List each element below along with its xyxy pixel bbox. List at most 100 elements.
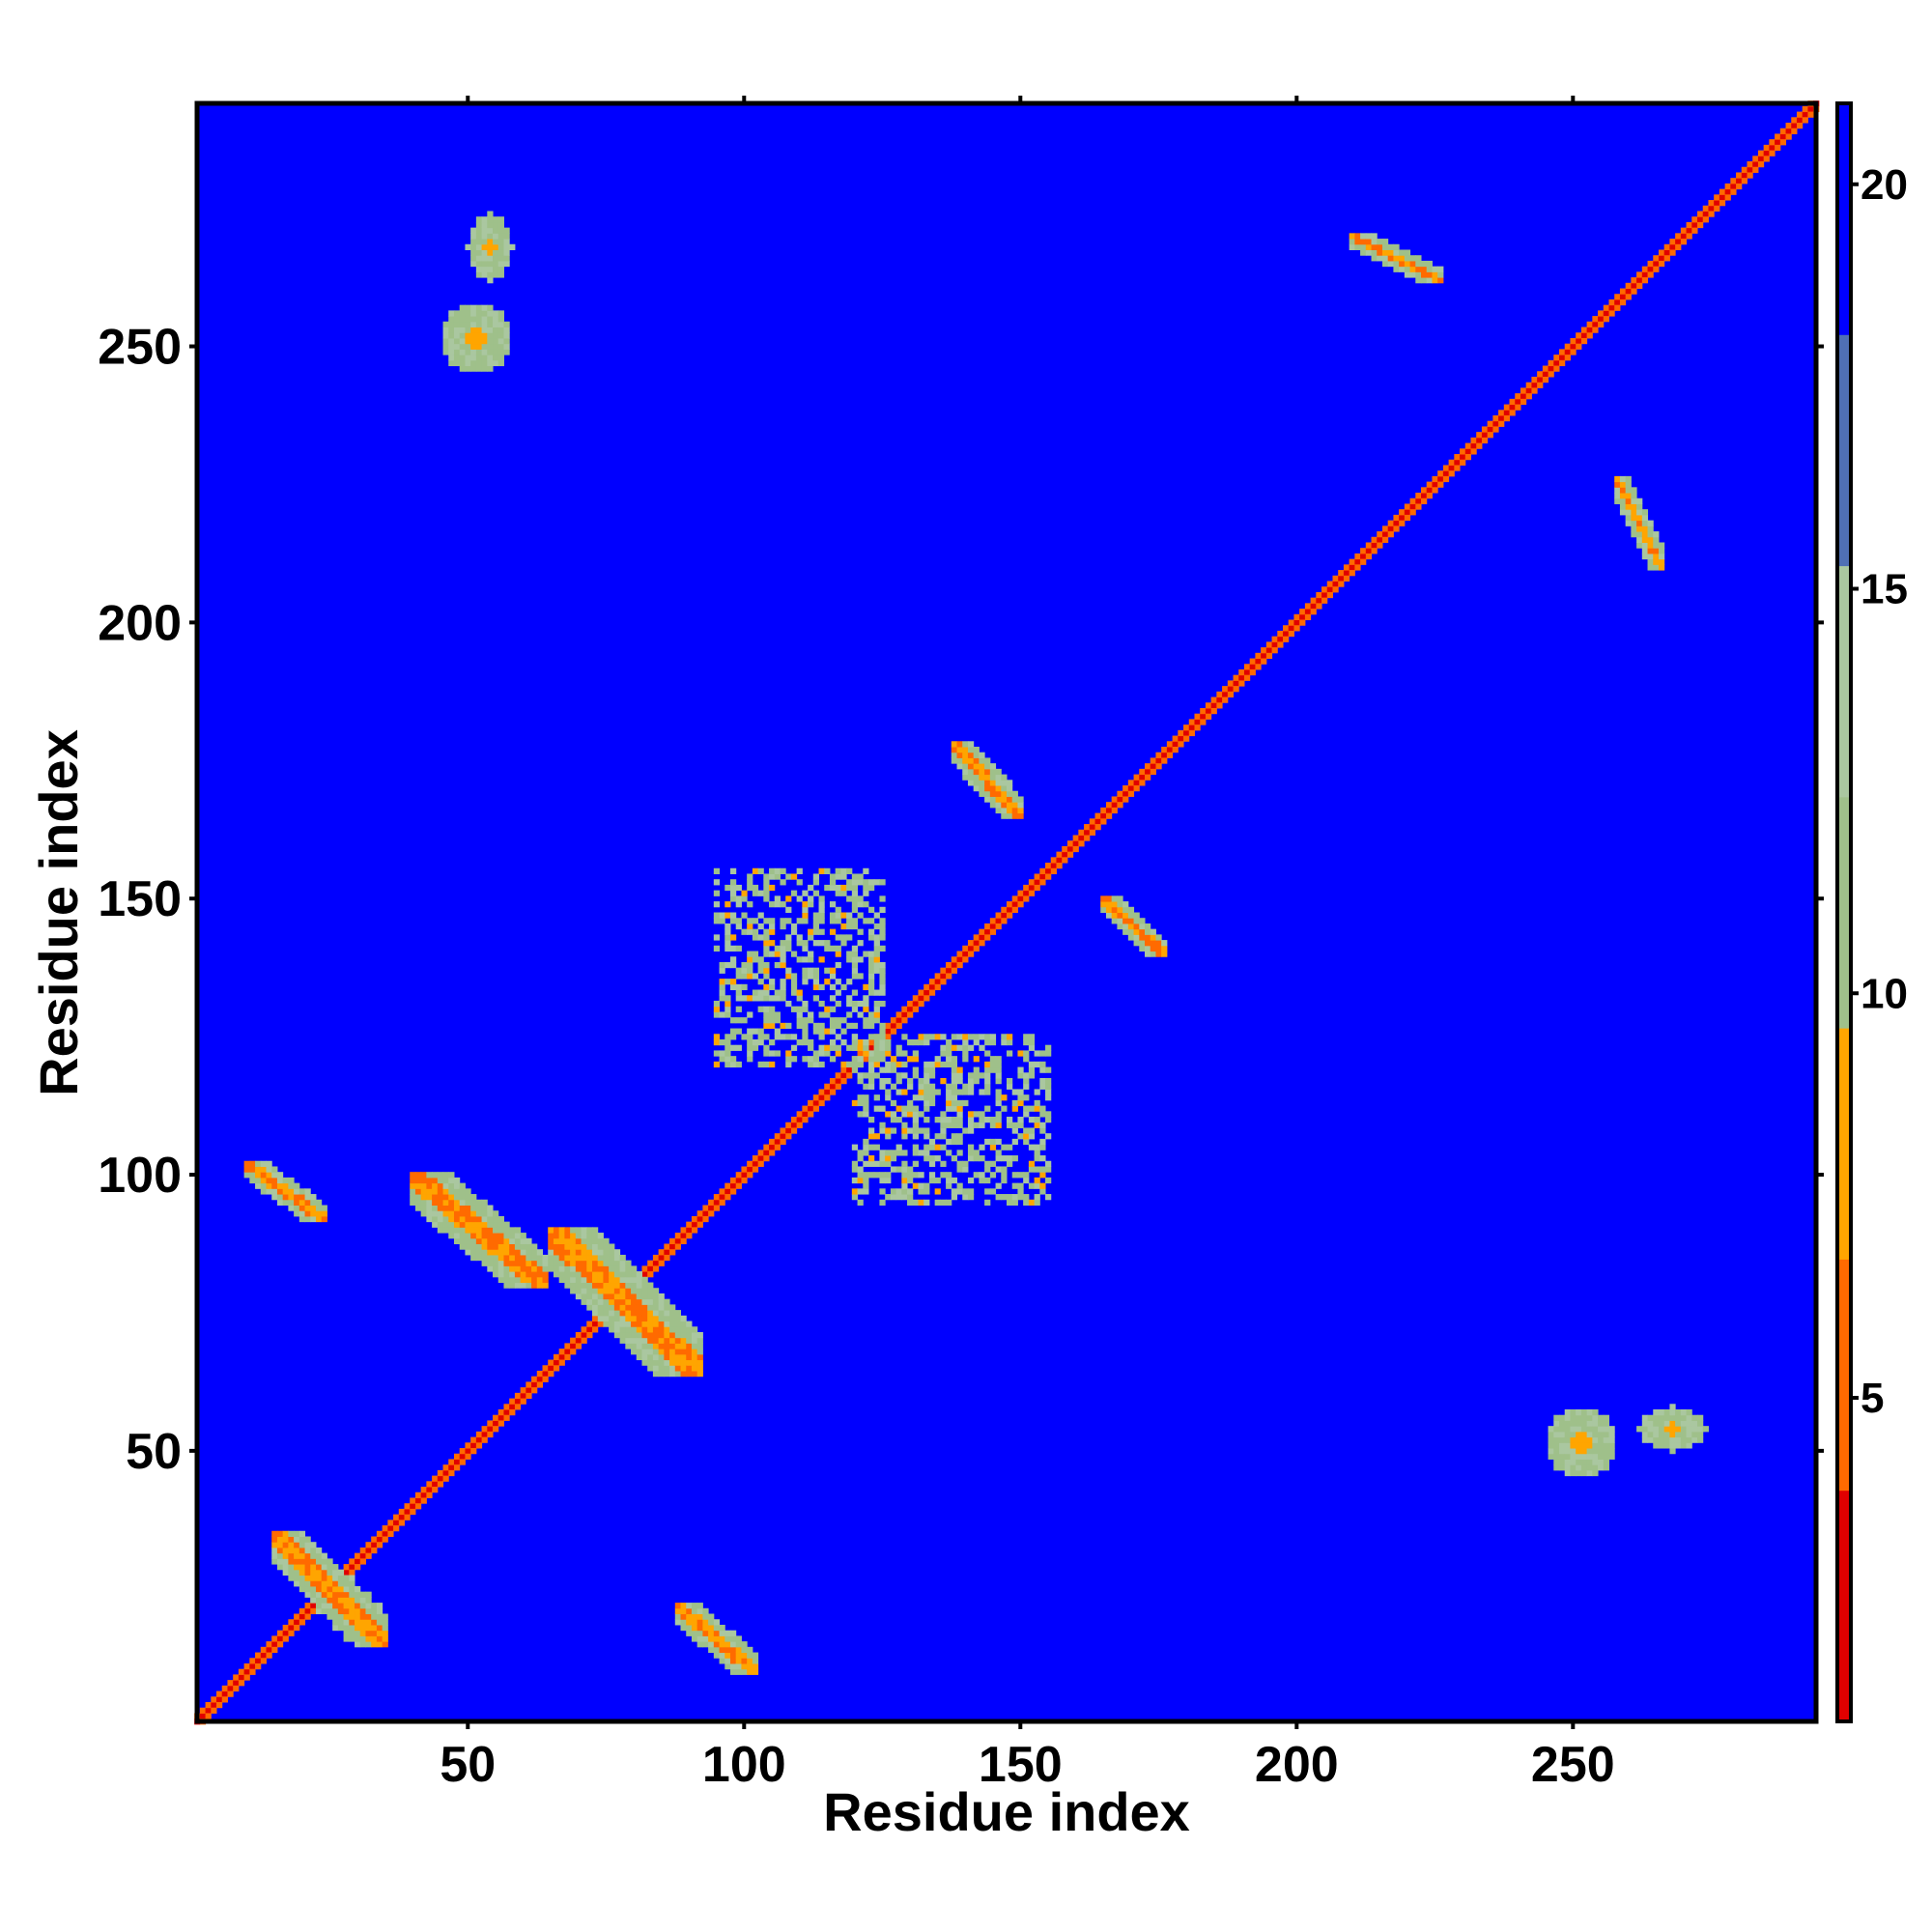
heatmap-contact-cell xyxy=(536,1260,544,1266)
heatmap-contact-cell xyxy=(332,1591,339,1598)
heatmap-near-diagonal-cell xyxy=(437,1469,444,1477)
heatmap-diagonal-cell xyxy=(1525,387,1532,394)
heatmap-contact-cell xyxy=(304,1569,311,1577)
y-tick-label: 150 xyxy=(98,871,182,927)
heatmap-contact-cell xyxy=(609,1276,615,1284)
heatmap-diagonal-cell xyxy=(475,1436,483,1443)
heatmap-contact-cell xyxy=(475,216,483,223)
heatmap-contact-cell xyxy=(1039,1122,1046,1128)
heatmap-near-diagonal-cell xyxy=(1448,459,1455,466)
heatmap-near-diagonal-cell xyxy=(1354,553,1361,560)
heatmap-contact-cell xyxy=(1641,1414,1649,1421)
heatmap-near-diagonal-cell xyxy=(294,1613,300,1620)
heatmap-diagonal-cell xyxy=(840,1072,847,1079)
heatmap-near-diagonal-cell xyxy=(1404,514,1411,522)
heatmap-contact-cell xyxy=(691,1619,698,1626)
heatmap-contact-cell xyxy=(763,961,770,969)
heatmap-contact-cell xyxy=(597,1254,604,1262)
heatmap-contact-cell xyxy=(1580,1414,1588,1421)
heatmap-contact-cell xyxy=(503,255,510,262)
heatmap-contact-cell xyxy=(1576,1436,1582,1443)
heatmap-near-diagonal-cell xyxy=(1454,465,1461,471)
heatmap-contact-cell xyxy=(332,1597,339,1604)
heatmap-contact-cell xyxy=(1636,503,1643,510)
heatmap-contact-cell xyxy=(1625,514,1632,522)
heatmap-contact-cell xyxy=(708,1641,715,1648)
heatmap-contact-cell xyxy=(282,1552,289,1559)
heatmap-diagonal-cell xyxy=(989,923,997,930)
heatmap-contact-cell xyxy=(885,1094,892,1101)
heatmap-contact-cell xyxy=(509,1265,516,1272)
heatmap-contact-cell xyxy=(669,1337,676,1344)
heatmap-near-diagonal-cell xyxy=(1133,785,1140,792)
heatmap-near-diagonal-cell xyxy=(453,1464,461,1471)
heatmap-near-diagonal-cell xyxy=(967,940,975,947)
heatmap-contact-cell xyxy=(481,1249,488,1256)
heatmap-contact-cell xyxy=(437,1215,444,1223)
heatmap-contact-cell xyxy=(951,746,958,753)
heatmap-contact-cell xyxy=(371,1603,378,1609)
heatmap-near-diagonal-cell xyxy=(785,1133,792,1140)
heatmap-contact-cell xyxy=(1641,1426,1649,1433)
y-tick-label: 250 xyxy=(98,320,182,376)
heatmap-contact-cell xyxy=(747,873,753,880)
heatmap-contact-cell xyxy=(1432,266,1438,272)
heatmap-near-diagonal-cell xyxy=(840,1066,847,1073)
heatmap-contact-cell xyxy=(514,1237,522,1245)
heatmap-contact-cell xyxy=(867,879,875,886)
heatmap-contact-cell xyxy=(509,1254,516,1262)
heatmap-near-diagonal-cell xyxy=(564,1353,571,1361)
heatmap-contact-cell xyxy=(691,1624,698,1632)
heatmap-near-diagonal-cell xyxy=(1476,432,1483,439)
heatmap-contact-cell xyxy=(857,973,864,980)
heatmap-near-diagonal-cell xyxy=(918,989,924,996)
heatmap-contact-cell xyxy=(1625,503,1632,510)
heatmap-contact-cell xyxy=(818,956,825,963)
heatmap-near-diagonal-cell xyxy=(420,1497,427,1504)
heatmap-diagonal-cell xyxy=(1360,553,1367,560)
heatmap-contact-cell xyxy=(625,1343,632,1350)
heatmap-contact-cell xyxy=(741,912,748,919)
heatmap-contact-cell xyxy=(553,1265,560,1272)
heatmap-diagonal-cell xyxy=(442,1469,449,1477)
heatmap-near-diagonal-cell xyxy=(1023,895,1030,902)
heatmap-diagonal-cell xyxy=(1050,863,1057,869)
heatmap-contact-cell xyxy=(641,1315,648,1322)
heatmap-contact-cell xyxy=(514,1276,522,1284)
heatmap-contact-cell xyxy=(962,741,969,748)
heatmap-diagonal-cell xyxy=(1045,867,1052,874)
heatmap-contact-cell xyxy=(619,1293,626,1300)
heatmap-contact-cell xyxy=(1034,1117,1040,1123)
heatmap-contact-cell xyxy=(1653,1431,1660,1438)
heatmap-contact-cell xyxy=(907,1188,914,1195)
heatmap-contact-cell xyxy=(641,1337,648,1344)
heatmap-diagonal-cell xyxy=(581,1331,587,1339)
heatmap-contact-cell xyxy=(719,918,725,924)
heatmap-contact-cell xyxy=(531,1276,538,1284)
heatmap-contact-cell xyxy=(487,1210,494,1217)
heatmap-contact-cell xyxy=(829,1017,837,1024)
heatmap-near-diagonal-cell xyxy=(995,923,1002,930)
heatmap-contact-cell xyxy=(1564,1464,1571,1471)
heatmap-contact-cell xyxy=(1155,934,1162,941)
heatmap-contact-cell xyxy=(1641,536,1649,543)
heatmap-contact-cell xyxy=(735,1652,742,1659)
heatmap-contact-cell xyxy=(609,1304,615,1311)
heatmap-contact-cell xyxy=(470,1249,477,1256)
heatmap-contact-cell xyxy=(276,1564,284,1571)
heatmap-near-diagonal-cell xyxy=(790,1127,798,1134)
heatmap-contact-cell xyxy=(951,1138,958,1146)
heatmap-near-diagonal-cell xyxy=(1719,200,1726,207)
heatmap-contact-cell xyxy=(713,934,721,941)
heatmap-contact-cell xyxy=(857,1011,864,1018)
heatmap-contact-cell xyxy=(785,1022,792,1030)
heatmap-contact-cell xyxy=(1023,1083,1030,1090)
heatmap-contact-cell xyxy=(647,1310,654,1317)
heatmap-contact-cell xyxy=(497,1237,504,1245)
heatmap-contact-cell xyxy=(437,1188,444,1195)
heatmap-near-diagonal-cell xyxy=(1559,359,1566,367)
heatmap-contact-cell xyxy=(553,1243,560,1250)
heatmap-contact-cell xyxy=(686,1607,693,1615)
heatmap-contact-cell xyxy=(1028,1199,1036,1206)
heatmap-contact-cell xyxy=(907,1083,914,1090)
